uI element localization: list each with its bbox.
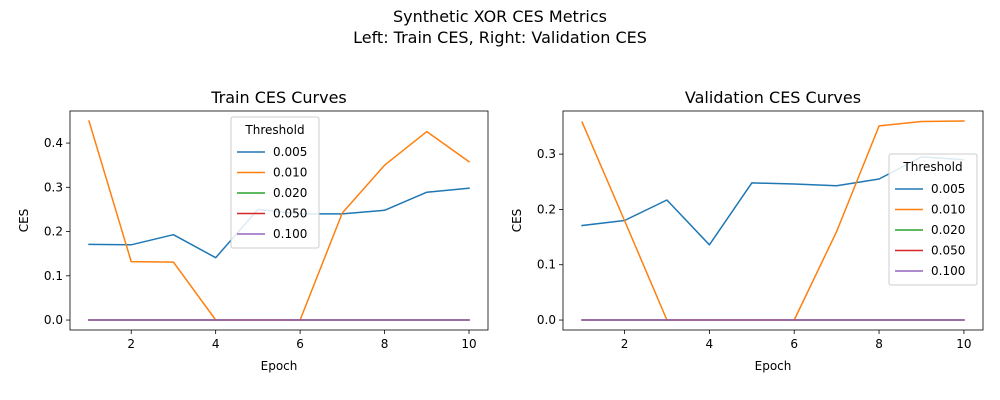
validation-chart-title: Validation CES Curves xyxy=(685,88,861,107)
train-legend-label-0.020: 0.020 xyxy=(273,186,307,200)
train-x-tick-label: 8 xyxy=(381,337,389,351)
validation-legend-label-0.010: 0.010 xyxy=(931,203,965,217)
train-x-tick-label: 10 xyxy=(461,337,476,351)
validation-plot-frame xyxy=(562,110,984,331)
train-x-tick-label: 6 xyxy=(296,337,304,351)
train-plot-frame xyxy=(69,110,489,331)
train-x-tick-label: 2 xyxy=(127,337,135,351)
train-y-axis-label: CES xyxy=(17,209,31,233)
validation-x-axis-label: Epoch xyxy=(755,359,792,373)
validation-legend-label-0.100: 0.100 xyxy=(931,264,965,278)
suptitle-line-1: Synthetic XOR CES Metrics xyxy=(393,7,607,26)
validation-y-tick-label: 0.2 xyxy=(537,202,556,216)
validation-x-tick-label: 2 xyxy=(621,337,629,351)
validation-y-tick-label: 0.1 xyxy=(537,258,556,272)
train-x-axis-label: Epoch xyxy=(261,359,298,373)
validation-y-axis-label: CES xyxy=(510,209,524,233)
validation-legend: Threshold 0.005 0.010 0.020 0.050 0.100 xyxy=(888,153,978,286)
validation-ces-chart: Validation CES Curves 2 4 6 8 10 0.0 0.1 0.2 0.3 E… xyxy=(510,88,984,373)
validation-legend-box xyxy=(888,153,978,286)
validation-legend-label-0.050: 0.050 xyxy=(931,244,965,258)
validation-legend-label-0.020: 0.020 xyxy=(931,223,965,237)
train-legend-label-0.005: 0.005 xyxy=(273,145,307,159)
train-x-tick-label: 4 xyxy=(212,337,220,351)
train-y-tick-label: 0.0 xyxy=(44,313,63,327)
train-legend-label-0.100: 0.100 xyxy=(273,227,307,241)
validation-x-tick-label: 6 xyxy=(790,337,798,351)
train-y-tick-label: 0.4 xyxy=(44,136,63,150)
validation-y-tick-label: 0.3 xyxy=(537,147,556,161)
train-y-tick-label: 0.3 xyxy=(44,180,63,194)
train-y-tick-label: 0.2 xyxy=(44,225,63,239)
train-ces-chart: Train CES Curves 2 4 6 8 10 0.0 0.1 0.2 0.3 0.4 Epo… xyxy=(17,88,489,373)
validation-x-tick-label: 8 xyxy=(875,337,883,351)
validation-legend-label-0.005: 0.005 xyxy=(931,182,965,196)
validation-y-tick-label: 0.0 xyxy=(537,313,556,327)
validation-legend-title: Threshold xyxy=(902,160,962,174)
validation-x-tick-label: 10 xyxy=(956,337,971,351)
train-legend-box xyxy=(230,116,320,249)
train-legend-label-0.050: 0.050 xyxy=(273,207,307,221)
train-legend-label-0.010: 0.010 xyxy=(273,166,307,180)
suptitle-line-2: Left: Train CES, Right: Validation CES xyxy=(353,28,647,47)
train-legend: Threshold 0.005 0.010 0.020 0.050 0.100 xyxy=(230,116,320,249)
train-chart-title: Train CES Curves xyxy=(210,88,347,107)
train-legend-title: Threshold xyxy=(244,123,304,137)
train-y-tick-label: 0.1 xyxy=(44,269,63,283)
validation-x-tick-label: 4 xyxy=(706,337,714,351)
